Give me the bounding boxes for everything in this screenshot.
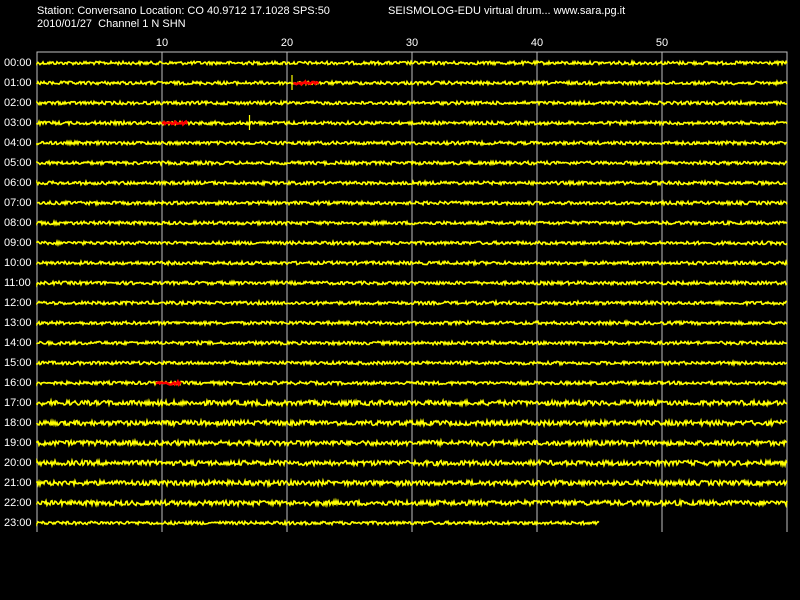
seismic-trace: [36, 358, 788, 368]
seismic-trace: [36, 58, 788, 67]
hour-label: 22:00: [4, 497, 32, 509]
hour-label: 19:00: [4, 437, 32, 449]
seismic-trace: [36, 258, 788, 268]
seismic-trace: [36, 437, 788, 449]
seismic-trace: [36, 199, 788, 207]
seismic-trace: [36, 518, 600, 527]
seismic-trace: [36, 318, 788, 328]
seismic-trace: [36, 219, 788, 227]
seismic-trace: [36, 119, 788, 128]
minute-tick-label: 10: [155, 37, 169, 49]
seismic-trace: [36, 178, 788, 188]
hour-label: 17:00: [4, 397, 32, 409]
hour-label: 11:00: [4, 277, 31, 289]
hour-label: 16:00: [4, 377, 32, 389]
minute-tick-label: 30: [405, 37, 419, 49]
hour-label: 02:00: [4, 97, 32, 109]
hour-label: 09:00: [4, 237, 32, 249]
date-channel-info: 2010/01/27 Channel 1 N SHN: [37, 18, 186, 30]
hour-label: 20:00: [4, 457, 32, 469]
hour-label: 00:00: [4, 57, 32, 69]
hour-label: 12:00: [4, 297, 32, 309]
hour-label: 13:00: [4, 317, 32, 329]
seismic-trace: [36, 298, 788, 307]
seismic-trace: [36, 457, 788, 469]
seismic-trace: [36, 477, 788, 489]
hour-label: 06:00: [4, 177, 32, 189]
hour-label: 07:00: [4, 197, 32, 209]
station-info: Station: Conversano Location: CO 40.9712…: [37, 5, 330, 17]
hour-label: 14:00: [4, 337, 32, 349]
hour-label: 23:00: [4, 517, 32, 529]
seismic-trace: [36, 279, 788, 288]
minute-tick-label: 50: [655, 37, 669, 49]
drum-title: SEISMOLOG-EDU virtual drum... www.sara.p…: [388, 5, 626, 17]
minute-tick-label: 40: [530, 37, 544, 49]
hour-label: 08:00: [4, 217, 32, 229]
seismic-trace: [36, 79, 788, 87]
seismic-trace: [36, 497, 788, 509]
event-marker: [161, 119, 189, 127]
seismic-trace: [36, 397, 788, 409]
hour-label: 15:00: [4, 357, 32, 369]
hour-label: 01:00: [4, 77, 32, 89]
seismic-trace: [36, 159, 788, 167]
hour-label: 03:00: [4, 117, 32, 129]
hour-label: 05:00: [4, 157, 32, 169]
hour-label: 10:00: [4, 257, 32, 269]
seismic-trace: [36, 99, 787, 107]
seismic-trace: [36, 339, 788, 347]
event-marker: [155, 378, 182, 387]
minute-tick-label: 20: [280, 37, 294, 49]
hour-label: 04:00: [4, 137, 32, 149]
seismic-trace: [36, 238, 788, 247]
hour-label: 18:00: [4, 417, 32, 429]
event-marker: [293, 79, 320, 87]
seismic-trace: [36, 417, 788, 429]
hour-label: 21:00: [4, 477, 32, 489]
seismic-trace: [36, 139, 788, 147]
